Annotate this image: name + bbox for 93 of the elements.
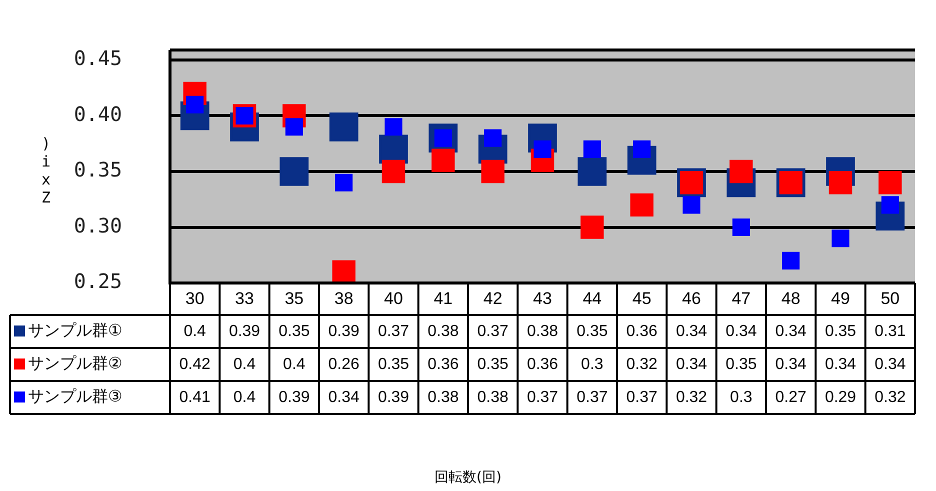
x-tick-label: 41 <box>434 288 453 308</box>
y-tick-label: 0.25 <box>74 269 122 294</box>
data-label: 0.4 <box>233 388 256 406</box>
point <box>484 129 502 147</box>
data-label: 0.38 <box>428 322 459 340</box>
data-label: 0.38 <box>428 388 459 406</box>
data-label: 0.26 <box>328 356 360 373</box>
data-label: 0.32 <box>874 388 906 406</box>
data-label: 0.4 <box>233 356 256 373</box>
point <box>280 157 309 186</box>
data-label: 0.38 <box>526 322 558 340</box>
data-label: 0.32 <box>676 388 708 406</box>
data-label: 0.34 <box>676 322 708 340</box>
point <box>578 157 607 186</box>
legend-label: サンプル群③ <box>28 386 122 406</box>
x-tick-label: 42 <box>483 288 502 308</box>
x-tick-label: 38 <box>334 288 354 308</box>
point <box>630 193 654 217</box>
data-label: 0.35 <box>824 322 856 340</box>
data-label: 0.37 <box>526 388 558 406</box>
data-label: 0.41 <box>179 388 211 406</box>
point <box>878 171 902 194</box>
y-tick-label: 0.45 <box>74 46 122 70</box>
point <box>732 218 750 236</box>
x-tick-label: 33 <box>235 288 254 308</box>
point <box>881 196 899 214</box>
point <box>583 140 601 158</box>
point <box>534 140 552 158</box>
data-label: 0.31 <box>874 322 906 340</box>
point <box>329 112 358 142</box>
legend-label: サンプル群① <box>28 320 122 340</box>
data-label: 0.34 <box>726 322 757 340</box>
data-label: 0.38 <box>477 388 509 406</box>
data-label: 0.35 <box>278 322 310 340</box>
data-label: 0.37 <box>477 322 509 340</box>
y-tick-label: 0.40 <box>74 102 122 126</box>
x-tick-label: 30 <box>185 288 204 308</box>
point <box>432 148 455 172</box>
point <box>332 260 356 283</box>
data-label: 0.37 <box>378 322 410 340</box>
data-label: 0.42 <box>179 356 211 373</box>
point <box>782 252 800 270</box>
point <box>384 118 402 136</box>
data-label: 0.34 <box>874 356 906 373</box>
data-label: 0.29 <box>824 388 856 406</box>
data-label: 0.32 <box>626 356 658 373</box>
data-label: 0.39 <box>228 322 260 340</box>
data-label: 0.37 <box>626 388 658 406</box>
data-label: 0.34 <box>824 356 856 373</box>
y-axis-title: )ixZ <box>41 134 51 206</box>
x-tick-label: 40 <box>384 288 403 308</box>
data-label: 0.4 <box>283 356 306 373</box>
x-tick-label: 45 <box>632 288 652 308</box>
data-label: 0.3 <box>581 356 604 373</box>
data-label: 0.34 <box>676 356 708 373</box>
point <box>382 160 406 184</box>
x-tick-label: 46 <box>682 288 701 308</box>
data-label: 0.36 <box>626 322 658 340</box>
point <box>186 96 204 114</box>
point <box>285 118 303 136</box>
y-tick-label: 0.30 <box>74 213 122 238</box>
data-label: 0.39 <box>378 388 410 406</box>
data-label: 0.4 <box>184 322 206 340</box>
legend-label: サンプル群② <box>28 354 122 373</box>
data-label: 0.3 <box>730 388 752 406</box>
x-tick-label: 49 <box>831 288 850 308</box>
data-label: 0.34 <box>775 322 807 340</box>
point <box>633 140 651 158</box>
data-label: 0.37 <box>576 388 608 406</box>
point <box>335 174 353 192</box>
data-label: 0.27 <box>775 388 807 406</box>
x-tick-label: 50 <box>880 288 900 308</box>
data-label: 0.34 <box>328 388 360 406</box>
data-label: 0.39 <box>328 322 360 340</box>
y-tick-label: 0.35 <box>74 158 122 182</box>
point <box>481 160 504 184</box>
x-tick-label: 35 <box>284 288 304 308</box>
point <box>580 216 604 239</box>
data-label: 0.36 <box>428 356 459 373</box>
data-label: 0.35 <box>726 356 757 373</box>
point <box>682 196 700 214</box>
data-label: 0.39 <box>278 388 310 406</box>
data-label: 0.35 <box>477 356 509 373</box>
point <box>832 230 850 248</box>
data-label: 0.35 <box>576 322 608 340</box>
data-label: 0.35 <box>378 356 410 373</box>
x-tick-label: 47 <box>732 288 751 308</box>
data-label: 0.36 <box>526 356 558 373</box>
x-tick-label: 44 <box>582 288 602 308</box>
x-tick-label: 48 <box>781 288 800 308</box>
data-label: 0.34 <box>775 356 807 373</box>
x-tick-label: 43 <box>533 288 552 308</box>
text: 回転数(回) <box>434 470 502 486</box>
